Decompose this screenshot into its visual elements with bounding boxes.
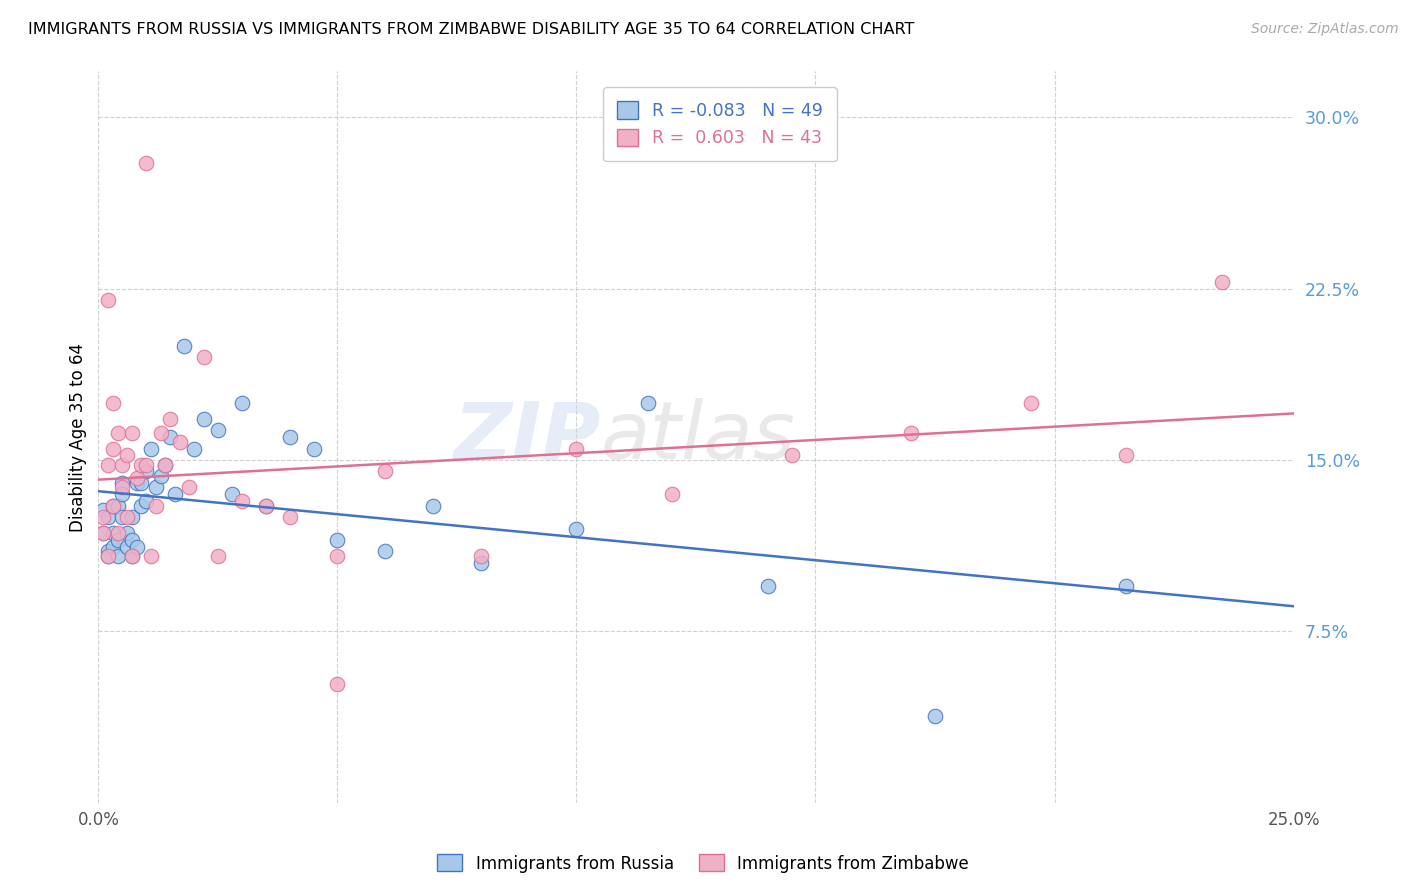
- Point: [169, 434, 191, 449]
- Point: [374, 464, 396, 478]
- Point: [111, 458, 134, 472]
- Point: [97, 549, 120, 563]
- Point: [231, 494, 253, 508]
- Point: [254, 499, 277, 513]
- Point: [135, 464, 157, 478]
- Point: [149, 469, 172, 483]
- Point: [661, 487, 683, 501]
- Point: [125, 471, 148, 485]
- Point: [131, 458, 153, 472]
- Point: [131, 499, 153, 513]
- Point: [97, 293, 120, 307]
- Point: [115, 526, 138, 541]
- Point: [111, 475, 134, 490]
- Point: [756, 579, 779, 593]
- Point: [101, 442, 124, 456]
- Point: [91, 526, 114, 541]
- Point: [565, 442, 588, 456]
- Point: [173, 338, 195, 352]
- Point: [121, 549, 143, 563]
- Legend: R = -0.083   N = 49, R =  0.603   N = 43: R = -0.083 N = 49, R = 0.603 N = 43: [603, 87, 837, 161]
- Point: [115, 510, 138, 524]
- Point: [115, 449, 138, 463]
- Point: [231, 396, 253, 410]
- Point: [221, 487, 243, 501]
- Point: [900, 425, 922, 440]
- Point: [139, 442, 162, 456]
- Point: [121, 533, 143, 547]
- Point: [193, 350, 215, 364]
- Point: [135, 155, 157, 169]
- Point: [1019, 396, 1042, 410]
- Y-axis label: Disability Age 35 to 64: Disability Age 35 to 64: [69, 343, 87, 532]
- Point: [470, 556, 492, 570]
- Point: [115, 540, 138, 554]
- Point: [1115, 579, 1137, 593]
- Point: [374, 544, 396, 558]
- Point: [125, 540, 148, 554]
- Point: [101, 526, 124, 541]
- Point: [163, 487, 186, 501]
- Legend: Immigrants from Russia, Immigrants from Zimbabwe: Immigrants from Russia, Immigrants from …: [430, 847, 976, 880]
- Point: [101, 540, 124, 554]
- Point: [135, 494, 157, 508]
- Point: [637, 396, 659, 410]
- Point: [97, 458, 120, 472]
- Text: Source: ZipAtlas.com: Source: ZipAtlas.com: [1251, 22, 1399, 37]
- Text: atlas: atlas: [600, 398, 796, 476]
- Point: [302, 442, 325, 456]
- Point: [91, 526, 114, 541]
- Point: [155, 458, 177, 472]
- Text: ZIP: ZIP: [453, 398, 600, 476]
- Point: [101, 499, 124, 513]
- Point: [121, 549, 143, 563]
- Point: [111, 510, 134, 524]
- Point: [1115, 449, 1137, 463]
- Point: [107, 425, 129, 440]
- Point: [924, 709, 946, 723]
- Point: [121, 510, 143, 524]
- Point: [101, 396, 124, 410]
- Point: [326, 677, 349, 691]
- Point: [135, 458, 157, 472]
- Point: [97, 544, 120, 558]
- Point: [1211, 275, 1233, 289]
- Point: [780, 449, 803, 463]
- Point: [91, 510, 114, 524]
- Point: [159, 412, 181, 426]
- Point: [193, 412, 215, 426]
- Point: [107, 526, 129, 541]
- Point: [470, 549, 492, 563]
- Point: [97, 510, 120, 524]
- Point: [565, 521, 588, 535]
- Point: [131, 475, 153, 490]
- Point: [107, 499, 129, 513]
- Point: [179, 480, 201, 494]
- Point: [107, 549, 129, 563]
- Point: [422, 499, 444, 513]
- Point: [91, 503, 114, 517]
- Point: [139, 549, 162, 563]
- Point: [207, 423, 229, 437]
- Point: [111, 480, 134, 494]
- Point: [183, 442, 205, 456]
- Text: IMMIGRANTS FROM RUSSIA VS IMMIGRANTS FROM ZIMBABWE DISABILITY AGE 35 TO 64 CORRE: IMMIGRANTS FROM RUSSIA VS IMMIGRANTS FRO…: [28, 22, 914, 37]
- Point: [125, 475, 148, 490]
- Point: [101, 499, 124, 513]
- Point: [111, 487, 134, 501]
- Point: [149, 425, 172, 440]
- Point: [278, 510, 301, 524]
- Point: [326, 549, 349, 563]
- Point: [254, 499, 277, 513]
- Point: [278, 430, 301, 444]
- Point: [155, 458, 177, 472]
- Point: [207, 549, 229, 563]
- Point: [107, 533, 129, 547]
- Point: [159, 430, 181, 444]
- Point: [145, 499, 167, 513]
- Point: [121, 425, 143, 440]
- Point: [97, 549, 120, 563]
- Point: [326, 533, 349, 547]
- Point: [145, 480, 167, 494]
